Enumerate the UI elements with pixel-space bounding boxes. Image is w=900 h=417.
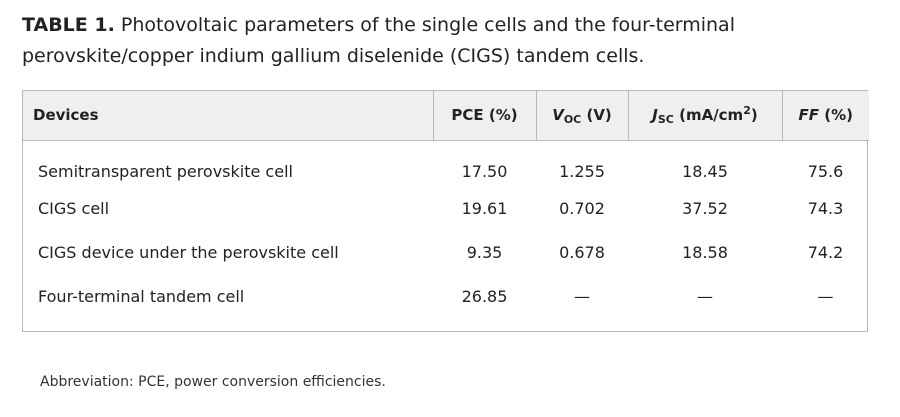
header-jsc-unit: (mA/cm: [673, 106, 744, 125]
cell-jsc: 37.52: [682, 199, 728, 218]
cell-jsc: 18.58: [682, 243, 728, 262]
table-row: CIGS cell 19.61 0.702 37.52 74.3: [23, 187, 869, 231]
cell-device: CIGS device under the perovskite cell: [38, 243, 339, 262]
cell-voc: —: [574, 287, 590, 306]
table-row: CIGS device under the perovskite cell 9.…: [23, 231, 869, 275]
cell-device: CIGS cell: [38, 199, 110, 218]
table-header-row: Devices PCE (%) VOC (V) JSC (mA/cm2) FF …: [23, 91, 869, 141]
cell-jsc: —: [697, 287, 713, 306]
table-row: Semitransparent perovskite cell 17.50 1.…: [23, 140, 869, 187]
header-jsc: JSC (mA/cm2): [627, 91, 782, 141]
caption-label: TABLE 1.: [22, 14, 115, 36]
header-ff-unit: (%): [819, 106, 853, 125]
caption-text: Photovoltaic parameters of the single ce…: [22, 14, 735, 67]
header-jsc-superscript: 2: [743, 104, 751, 118]
parameters-table: Devices PCE (%) VOC (V) JSC (mA/cm2) FF …: [22, 90, 869, 332]
header-devices: Devices: [23, 91, 433, 141]
cell-pce: 17.50: [461, 162, 508, 181]
header-ff-symbol: FF: [798, 106, 820, 125]
cell-ff: 74.2: [807, 243, 844, 262]
header-voc-subscript: OC: [563, 113, 582, 127]
cell-ff: —: [817, 287, 834, 306]
cell-jsc: 18.45: [682, 162, 728, 181]
header-voc-symbol: V: [552, 106, 564, 125]
header-ff: FF (%): [781, 91, 869, 141]
header-jsc-close: ): [750, 106, 758, 125]
cell-voc: 1.255: [559, 162, 605, 181]
cell-device: Semitransparent perovskite cell: [38, 162, 293, 181]
cell-ff: 74.3: [807, 199, 844, 218]
table-footnote: Abbreviation: PCE, power conversion effi…: [40, 374, 386, 390]
cell-pce: 19.61: [461, 199, 508, 218]
header-jsc-symbol: J: [652, 106, 658, 125]
table-caption: TABLE 1. Photovoltaic parameters of the …: [22, 10, 882, 72]
cell-voc: 0.678: [559, 243, 605, 262]
table-row: Four-terminal tandem cell 26.85 — — —: [23, 275, 869, 319]
header-jsc-subscript: SC: [657, 113, 674, 127]
header-pce: PCE (%): [432, 91, 536, 141]
cell-device: Four-terminal tandem cell: [38, 287, 245, 306]
header-voc: VOC (V): [535, 91, 628, 141]
cell-pce: 9.35: [466, 243, 503, 262]
header-voc-unit: (V): [581, 106, 612, 125]
cell-ff: 75.6: [807, 162, 844, 181]
cell-pce: 26.85: [461, 287, 508, 306]
cell-voc: 0.702: [559, 199, 605, 218]
